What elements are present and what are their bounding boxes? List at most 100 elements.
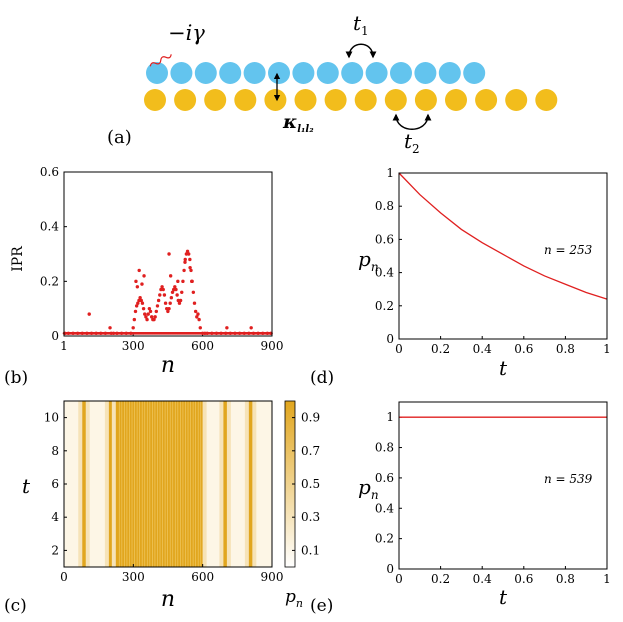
- panel-b-point: [175, 293, 179, 297]
- bottom-site: [535, 89, 558, 111]
- bottom-site: [204, 89, 227, 111]
- panel-e-xtick-label: 0.8: [556, 572, 575, 586]
- panel-b-point: [170, 290, 175, 294]
- coupling-label: κl₁l₂: [282, 111, 314, 135]
- panel-b-point: [177, 301, 182, 305]
- panel-b-point: [141, 306, 146, 311]
- gain-label: −iγ: [168, 21, 205, 45]
- panel-d-ytick-label: 0.2: [375, 299, 394, 313]
- panel-d-xtick-label: 0.4: [473, 342, 492, 356]
- panel-c-band: [223, 401, 227, 567]
- panel-d-ticks: 0 0.2 0.4 0.6 0.8 1 1 0.8 0.6 0.4 0.2 0: [375, 166, 611, 356]
- panel-c-label: (c): [4, 596, 27, 616]
- panel-c-xtick-label: 900: [261, 570, 284, 584]
- panel-b-point: [193, 309, 198, 314]
- panel-b-point: [136, 301, 140, 305]
- panel-b-point: [188, 265, 192, 270]
- panel-b: 1 300 600 900 0.6 0.4 0.2 0 IPR n (b): [4, 165, 283, 388]
- panel-b-point: [160, 285, 164, 289]
- bottom-site: [505, 89, 528, 111]
- panel-b-point: [135, 285, 140, 289]
- panel-e-ytick-label: 0.4: [375, 501, 394, 515]
- top-site: [219, 62, 242, 84]
- gain-wiggle-icon: [149, 54, 172, 67]
- panel-c-colorbar-tick-label: 0.5: [301, 477, 320, 491]
- panel-b-ytick-label: 0: [51, 329, 59, 343]
- panel-b-ytick-label: 0.4: [40, 220, 59, 234]
- bottom-site: [264, 89, 287, 111]
- panel-c-colorbar-tick-label: 0.1: [301, 543, 320, 557]
- panel-b-point: [167, 306, 171, 311]
- top-site: [194, 62, 217, 84]
- panel-b-point: [168, 301, 172, 305]
- panel-d-label: (d): [310, 368, 334, 388]
- panel-b-point: [158, 293, 162, 297]
- panel-b-point: [161, 287, 165, 292]
- panel-d-axes-frame: [398, 172, 608, 340]
- panel-b-point: [143, 312, 147, 316]
- panel-e-label: (e): [310, 596, 333, 616]
- panel-b-ylabel: IPR: [10, 246, 26, 272]
- panel-b-point: [134, 304, 139, 308]
- panel-c-band: [248, 401, 253, 567]
- panel-b-point: [87, 312, 91, 316]
- panel-e-axes-frame: [398, 401, 608, 570]
- panel-c-colorbar-label: pn: [285, 587, 303, 610]
- panel-b-point: [188, 257, 192, 262]
- panel-c-ytick-label: 10: [44, 411, 59, 425]
- panel-a-schematic: −iγ t1 t2 κl₁l₂ (a): [107, 11, 558, 156]
- bottom-site: [174, 89, 197, 111]
- panel-b-point: [169, 296, 174, 300]
- top-site: [463, 62, 486, 84]
- top-site: [146, 62, 168, 84]
- panel-b-ticks: 1 300 600 900 0.6 0.4 0.2 0: [40, 165, 284, 353]
- panel-b-point: [138, 296, 142, 300]
- panel-d-xlabel: t: [499, 356, 508, 380]
- panel-d-ytick-label: 0: [386, 332, 394, 346]
- panel-b-point: [183, 260, 187, 264]
- panel-c-xtick-label: 0: [60, 570, 68, 584]
- panel-b-point: [140, 301, 145, 305]
- panel-d-ytick-label: 1: [386, 166, 394, 180]
- panel-b-point: [133, 309, 138, 314]
- panel-c-band: [115, 401, 203, 567]
- panel-b-xtick-label: 900: [261, 339, 284, 353]
- hop2-label: t2: [404, 129, 420, 156]
- bottom-site: [414, 89, 437, 111]
- hop1-arrow-icon: [345, 43, 377, 59]
- panel-b-point: [176, 279, 180, 284]
- panel-b-point: [147, 306, 152, 311]
- panel-c-ticks: 0 300 600 900 10 8 6 4 2: [44, 411, 284, 584]
- panel-b-point: [198, 326, 202, 330]
- panel-e-xtick-label: 1: [603, 572, 611, 586]
- panel-e-xtick-label: 0.4: [473, 572, 492, 586]
- panel-d-ylabel: pn: [358, 247, 379, 274]
- panel-c-xtick-label: 600: [191, 570, 214, 584]
- panel-d-xtick-label: 0.8: [556, 342, 575, 356]
- panel-e-xtick-label: 0: [395, 572, 403, 586]
- bottom-site: [324, 89, 347, 111]
- panel-e-xlabel: t: [499, 585, 508, 609]
- panel-d-series-line: [398, 172, 608, 300]
- panel-b-point: [131, 326, 135, 330]
- panel-c-ytick-label: 8: [51, 444, 59, 458]
- panel-e-xtick-label: 0.6: [514, 572, 533, 586]
- panel-b-point: [144, 315, 148, 319]
- panel-b-point: [148, 309, 153, 314]
- panel-b-point: [145, 317, 149, 322]
- panel-b-point: [132, 317, 137, 322]
- panel-c-band: [108, 401, 113, 567]
- top-sites-row: [146, 62, 486, 84]
- panel-c-colorbar-ticks: 0.9 0.7 0.5 0.3 0.1: [292, 411, 320, 557]
- panel-c-ytick-label: 2: [51, 543, 59, 557]
- panel-d-ytick-label: 0.4: [375, 266, 394, 280]
- panel-e-ticks: 0 0.2 0.4 0.6 0.8 1 1 0.8 0.6 0.4 0.2 0: [375, 410, 611, 586]
- panel-b-point: [189, 268, 193, 273]
- panel-c: 0 300 600 900 10 8 6 4 2 t n (c) 0.9 0.7 0.5 0.3 0.1…: [4, 400, 320, 616]
- panel-b-point: [225, 326, 229, 330]
- bottom-site: [294, 89, 317, 111]
- panel-b-xtick-label: 300: [122, 339, 145, 353]
- panel-b-point: [166, 309, 170, 314]
- panel-b-point: [195, 315, 199, 319]
